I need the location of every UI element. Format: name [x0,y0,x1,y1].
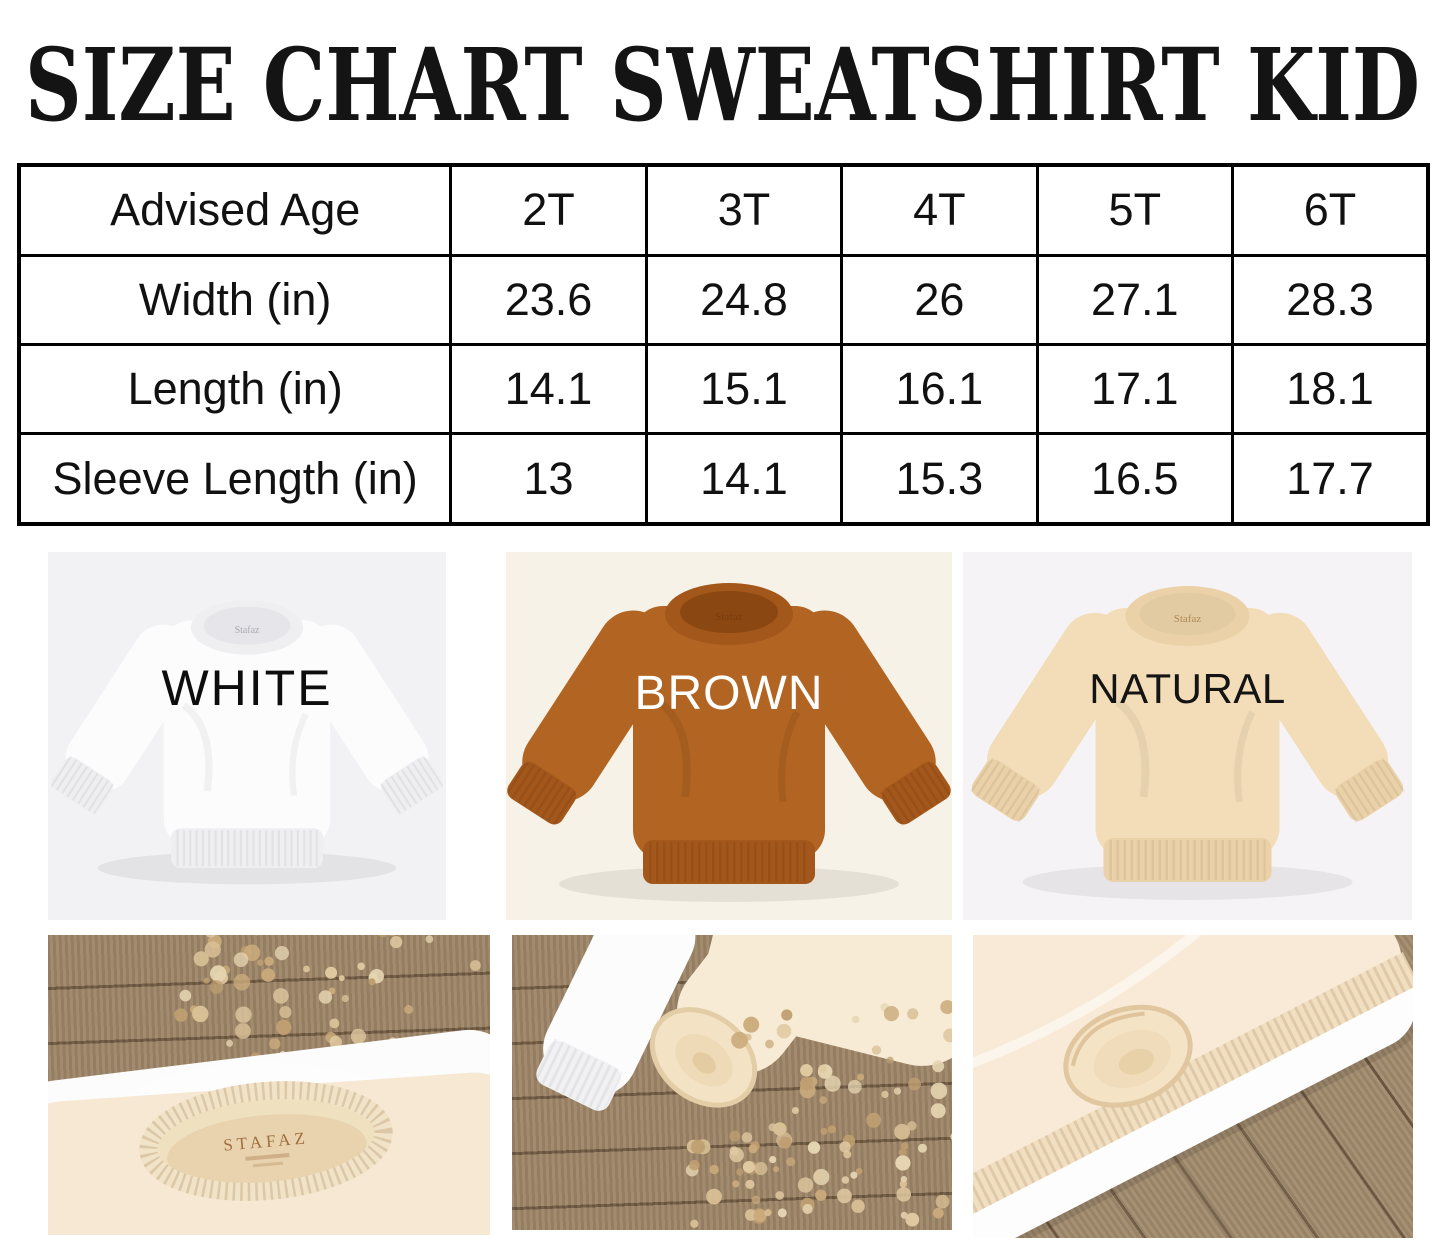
colorway-label-natural: NATURAL [1089,665,1286,712]
collar-ribbing: STAFAZ [139,1081,393,1201]
size-value-cell: 14.1 [449,342,648,436]
table-row: Width (in) 23.6 24.8 26 27.1 28.3 [17,253,1430,346]
white-sweatshirt-illustration: Stafaz [50,600,444,885]
row-label: Advised Age [17,163,453,257]
detail-photo-sleeves [512,935,952,1230]
cream-sleeve [649,935,839,1108]
size-value-cell: 6T [1231,163,1430,257]
row-label: Sleeve Length (in) [17,432,453,526]
colorway-label-white: WHITE [161,660,333,716]
hem-illustration [973,935,1413,1238]
size-value-cell: 15.1 [644,342,844,436]
size-value-cell: 18.1 [1231,342,1430,436]
detail-photo-neckline: STAFAZ [48,935,490,1235]
size-value-cell: 3T [644,163,844,257]
size-value-cell: 13 [449,432,648,526]
size-value-cell: 17.1 [1035,342,1235,436]
size-value-cell: 23.6 [449,253,648,346]
size-value-cell: 28.3 [1231,253,1430,346]
size-value-cell: 26 [840,253,1039,346]
page-title-text: SIZE CHART SWEATSHIRT KID [25,38,1420,134]
size-value-cell: 27.1 [1035,253,1235,346]
size-value-cell: 14.1 [644,432,844,526]
sleeves-illustration [534,935,952,1228]
dried-flowers [729,1000,952,1227]
neck-tag-text: Stafaz [1174,613,1202,625]
row-label: Width (in) [17,253,453,346]
size-value-cell: 5T [1035,163,1235,257]
colorway-label-brown: BROWN [634,667,824,720]
rolled-cuff [1063,1004,1193,1108]
colorway-photo-white: Stafaz WHITE [48,552,446,920]
size-value-cell: 16.1 [840,342,1039,436]
colorway-photo-natural: Stafaz NATURAL [963,552,1412,920]
dried-flowers [174,935,292,1023]
detail-photo-hem [973,935,1413,1238]
size-table: Advised Age 2T 3T 4T 5T 6T Width (in) 23.6 24.8 2… [17,163,1430,526]
table-row: Length (in) 14.1 15.1 16.1 17.1 18.1 [17,342,1430,436]
neck-tag-text: Stafaz [715,611,743,623]
table-row: Advised Age 2T 3T 4T 5T 6T [17,163,1430,257]
cream-layer [973,935,1413,1228]
natural-sweatshirt-illustration: Stafaz [970,586,1405,900]
white-sleeve [534,935,696,1114]
row-label: Length (in) [17,342,453,436]
neckline-illustration: STAFAZ [48,935,490,1235]
size-value-cell: 16.5 [1035,432,1235,526]
page-title: SIZE CHART SWEATSHIRT KID [25,38,1420,134]
size-table-body: Advised Age 2T 3T 4T 5T 6T Width (in) 23.6 24.8 2… [17,163,1430,526]
size-value-cell: 17.7 [1231,432,1430,526]
size-value-cell: 15.3 [840,432,1039,526]
size-value-cell: 2T [449,163,648,257]
brown-sweatshirt-illustration: Stafaz [506,583,952,902]
table-row: Sleeve Length (in) 13 14.1 15.3 16.5 17.7 [17,432,1430,526]
size-value-cell: 24.8 [644,253,844,346]
size-value-cell: 4T [840,163,1039,257]
dried-flowers [685,1132,858,1228]
colorway-photo-brown: Stafaz BROWN [506,552,952,920]
neck-tag-text: Stafaz [235,625,260,636]
